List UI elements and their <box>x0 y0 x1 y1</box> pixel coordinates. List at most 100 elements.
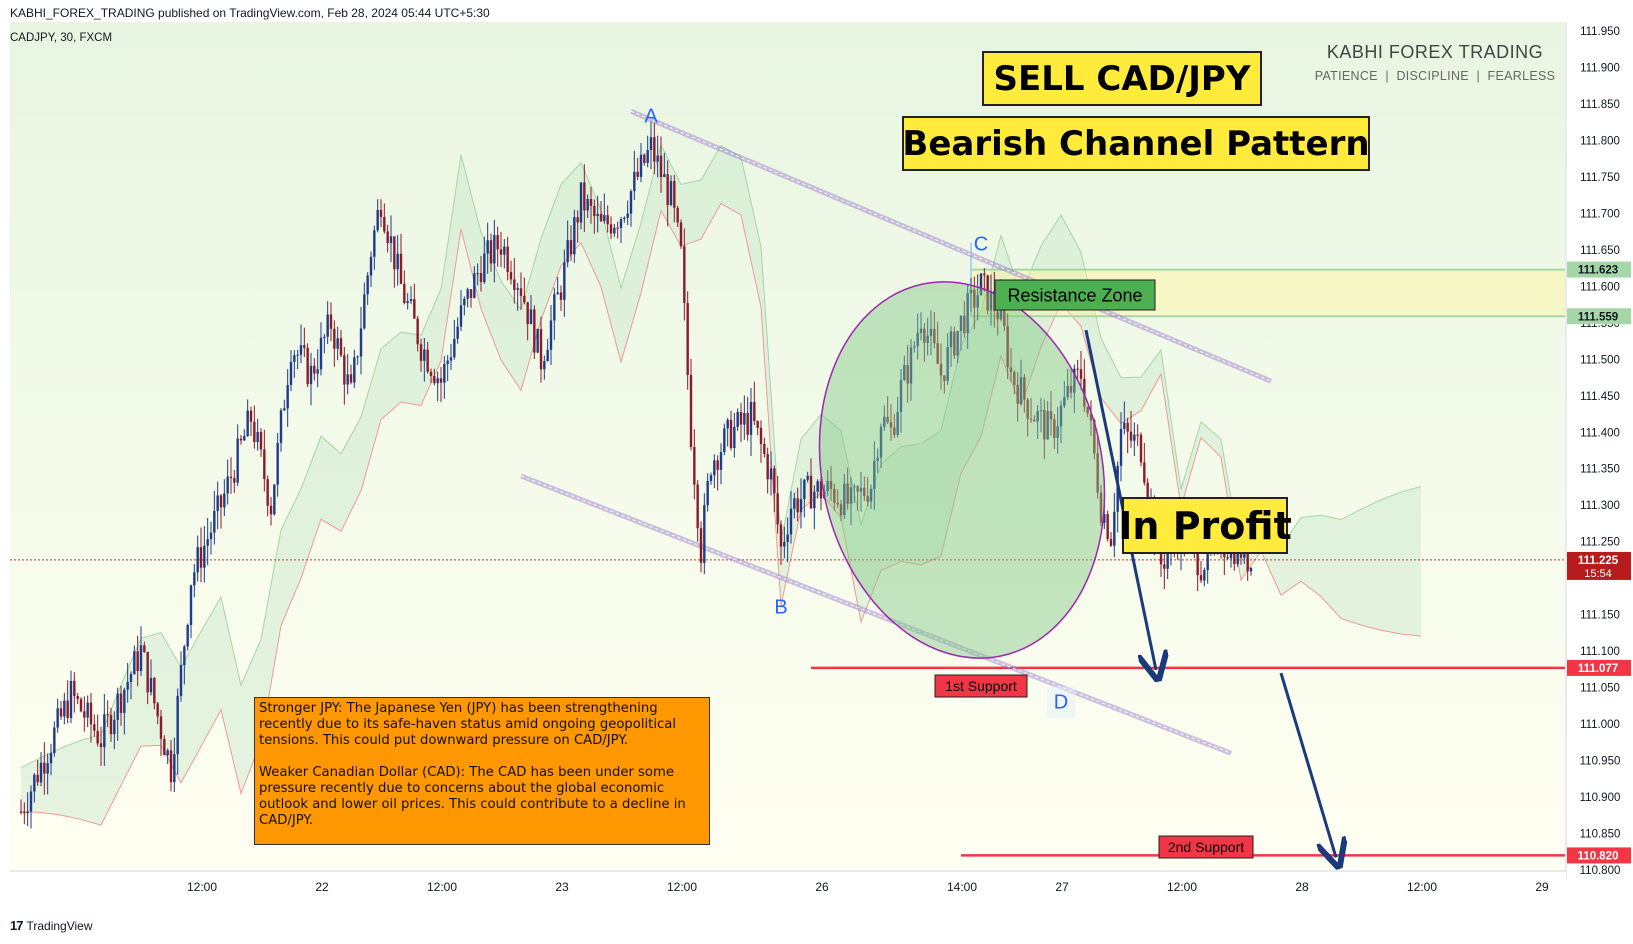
candle-body <box>696 484 699 529</box>
candle-body <box>976 295 979 308</box>
price-tick-label: 111.000 <box>1580 719 1620 731</box>
candle-body <box>59 708 63 717</box>
note-paragraph-2: Weaker Canadian Dollar (CAD): The CAD ha… <box>259 765 686 828</box>
candle-body <box>629 191 633 214</box>
time-axis[interactable]: 12:00 22 12:00 23 12:00 26 14:00 27 12:00 28 12:00… <box>0 870 1633 901</box>
candle-body <box>739 412 743 425</box>
labels: A B C D Resistance Zone 1st Support 2nd Suppor… <box>644 105 1254 859</box>
candle-body <box>883 416 886 427</box>
price-badge <box>1567 551 1631 580</box>
candle-body <box>289 361 293 386</box>
candle-body <box>319 337 323 370</box>
candle-body <box>989 291 993 311</box>
channel-lower-line <box>520 475 1232 754</box>
candle-body <box>129 674 133 682</box>
note-paragraph-1: Stronger JPY: The Japanese Yen (JPY) has… <box>259 701 677 748</box>
price-tick-label: 111.100 <box>1580 646 1620 658</box>
candle-body <box>773 468 776 494</box>
candle-body <box>1106 514 1109 539</box>
candle-body <box>1079 369 1083 379</box>
candle-body <box>399 253 403 284</box>
candle-body <box>1093 420 1096 454</box>
candle-body <box>453 338 456 358</box>
candle-body <box>663 174 666 178</box>
candle-body <box>643 154 646 163</box>
candle-body <box>673 181 676 208</box>
candle-body <box>843 483 846 516</box>
candle-body <box>463 298 466 306</box>
candle-body <box>529 309 533 325</box>
candle-body <box>603 215 606 222</box>
candle-body <box>1069 385 1073 393</box>
candle-body <box>219 495 223 508</box>
candle-body <box>593 205 596 217</box>
candle-body <box>169 750 173 783</box>
candle-body <box>656 155 659 162</box>
candle-body <box>929 328 933 336</box>
candle-body <box>719 452 723 470</box>
candle-body <box>1136 434 1139 436</box>
candle-body <box>223 493 226 508</box>
candle-body <box>209 532 213 540</box>
sell-banner: SELL CAD/JPY <box>982 51 1262 106</box>
price-badge <box>1567 308 1631 325</box>
candle-body <box>553 294 556 321</box>
candle-body <box>1049 411 1053 420</box>
candle-body <box>146 652 149 693</box>
candle-body <box>506 246 509 273</box>
candle-body <box>806 475 809 480</box>
candle-body <box>1143 462 1146 483</box>
candle-body <box>163 738 166 756</box>
candle-body <box>573 217 576 255</box>
price-tick-label: 111.900 <box>1580 62 1620 74</box>
candle-body <box>936 343 939 364</box>
candle-body <box>1006 326 1009 368</box>
candle-body <box>1133 434 1136 441</box>
candle-body <box>519 288 523 296</box>
candle-body <box>189 585 193 626</box>
candle-body <box>1019 377 1023 404</box>
down-arrow-1-icon <box>1084 329 1156 670</box>
price-tick-label: 111.650 <box>1580 245 1620 257</box>
price-tick-label: 111.500 <box>1580 354 1620 366</box>
candle-body <box>1036 411 1039 422</box>
candle-body <box>199 547 203 568</box>
candle-body <box>669 181 673 206</box>
candle-body <box>803 479 806 500</box>
candle-body <box>556 292 559 295</box>
down-arrow-2-icon <box>1279 672 1336 857</box>
price-tick-label: 111.450 <box>1580 391 1620 403</box>
candle-body <box>426 349 429 372</box>
candle-body <box>783 541 786 547</box>
candle-body <box>1073 368 1076 393</box>
candle-body <box>139 645 143 672</box>
candle-body <box>193 572 196 586</box>
candle-body <box>249 410 253 422</box>
candle-body <box>953 331 956 356</box>
overlays <box>818 281 1336 857</box>
candle-body <box>1026 399 1029 419</box>
candle-body <box>1086 406 1089 414</box>
candle-body <box>619 219 623 228</box>
candle-body <box>266 479 269 506</box>
time-tick-label: 12:00 <box>187 880 217 894</box>
candle-body <box>939 363 943 376</box>
candle-body <box>496 235 499 250</box>
candle-body <box>49 752 53 764</box>
candle-body <box>429 371 433 376</box>
price-axis[interactable]: 111.950 111.900 111.850 111.800 111.750 111.7… <box>1565 0 1633 880</box>
candle-body <box>1099 492 1103 523</box>
candle-body <box>666 174 669 206</box>
candle-body <box>106 714 109 716</box>
candle-body <box>1103 514 1106 523</box>
candle-body <box>456 326 459 339</box>
time-tick-label: 14:00 <box>947 880 977 894</box>
candle-body <box>693 447 696 485</box>
candle-body <box>186 625 189 647</box>
candle-body <box>636 171 639 177</box>
candle-body <box>586 199 589 211</box>
candle-body <box>1119 428 1123 466</box>
candle-body <box>896 411 899 435</box>
candle-body <box>956 330 959 356</box>
